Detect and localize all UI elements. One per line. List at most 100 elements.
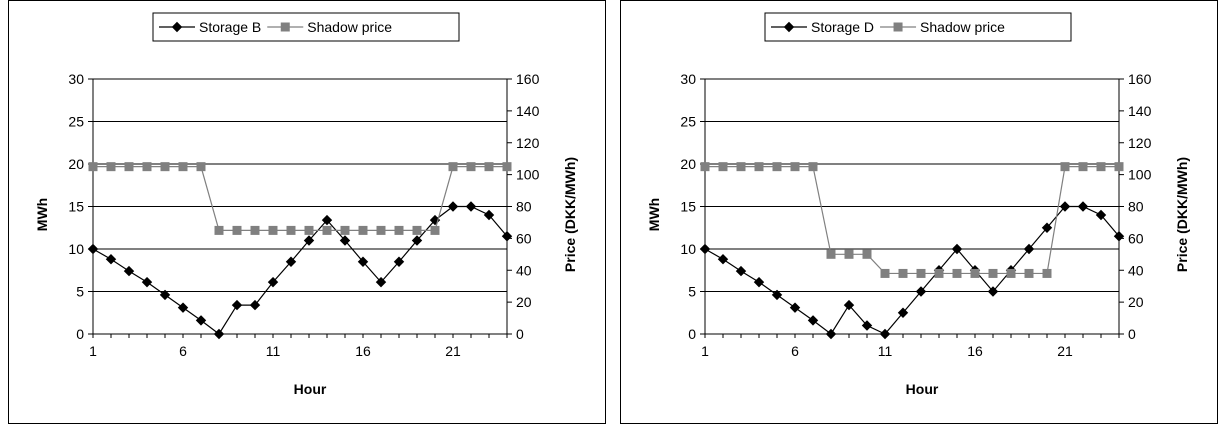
y2-tick-label: 60 xyxy=(516,230,532,246)
data-point xyxy=(988,268,998,278)
y2-tick-label: 120 xyxy=(516,135,540,151)
x-tick-label: 1 xyxy=(701,343,709,359)
x-tick-label: 21 xyxy=(445,343,461,359)
data-point xyxy=(124,162,134,172)
data-point xyxy=(358,225,368,235)
y-tick-label: 30 xyxy=(680,71,696,87)
data-point xyxy=(879,328,891,340)
data-point xyxy=(249,299,261,311)
y-tick-label: 15 xyxy=(680,199,696,215)
y2-tick-label: 20 xyxy=(1128,294,1144,310)
y-tick-label: 20 xyxy=(680,156,696,172)
y-axis-title: MWh xyxy=(646,198,662,231)
y2-tick-label: 60 xyxy=(1128,230,1144,246)
data-point xyxy=(466,162,476,172)
data-point xyxy=(1042,268,1052,278)
data-point xyxy=(1006,268,1016,278)
x-tick-label: 16 xyxy=(967,343,983,359)
data-point xyxy=(465,201,477,212)
y-tick-label: 25 xyxy=(680,114,696,130)
data-point xyxy=(789,302,801,313)
data-point xyxy=(141,276,153,288)
data-point xyxy=(447,201,459,212)
data-point xyxy=(790,162,800,172)
data-point xyxy=(87,243,99,255)
data-point xyxy=(483,209,495,221)
data-point xyxy=(951,243,963,255)
data-point xyxy=(772,162,782,172)
data-point xyxy=(862,249,872,259)
data-point xyxy=(339,235,351,246)
data-point xyxy=(231,299,243,311)
data-point xyxy=(285,256,297,267)
data-point xyxy=(214,225,224,235)
data-point xyxy=(970,268,980,278)
y2-tick-label: 160 xyxy=(516,71,540,87)
data-point xyxy=(736,162,746,172)
y-tick-label: 10 xyxy=(68,241,84,257)
data-point xyxy=(735,265,747,277)
y-tick-label: 15 xyxy=(68,199,84,215)
data-point xyxy=(195,315,207,326)
x-axis-title: Hour xyxy=(294,381,327,397)
y2-tick-label: 100 xyxy=(516,167,540,183)
data-point xyxy=(412,225,422,235)
data-point xyxy=(394,225,404,235)
data-point xyxy=(267,276,279,288)
data-point xyxy=(322,225,332,235)
data-point xyxy=(807,315,819,326)
data-point xyxy=(105,253,117,265)
data-point xyxy=(843,299,855,311)
series-line-1 xyxy=(705,166,1119,275)
data-point xyxy=(160,162,170,172)
data-point xyxy=(808,162,818,172)
legend-marker xyxy=(171,21,183,33)
legend-marker xyxy=(893,22,903,32)
data-point xyxy=(987,286,999,297)
data-point xyxy=(159,289,171,301)
data-point xyxy=(196,162,206,172)
y2-tick-label: 120 xyxy=(1128,135,1152,151)
data-point xyxy=(106,162,116,172)
legend-marker xyxy=(280,22,290,32)
data-point xyxy=(699,243,711,255)
data-point xyxy=(304,225,314,235)
data-point xyxy=(1077,201,1089,212)
data-point xyxy=(880,268,890,278)
legend-label: Shadow price xyxy=(307,19,392,35)
data-point xyxy=(286,225,296,235)
y2-axis-title: Price (DKK/MWh) xyxy=(1174,157,1190,272)
data-point xyxy=(1113,231,1125,242)
data-point xyxy=(825,328,837,340)
y-tick-label: 0 xyxy=(688,326,696,342)
legend-label: Storage B xyxy=(199,19,261,35)
y-tick-label: 5 xyxy=(688,284,696,300)
chart-panel-storage-b: 0 5 10 15 20 25 30 0 20 40 60 80 100 120 140 160 1 6 11 16 2… xyxy=(8,0,606,424)
y-tick-label: 10 xyxy=(680,241,696,257)
data-point xyxy=(340,225,350,235)
y2-axis-title: Price (DKK/MWh) xyxy=(562,157,578,272)
y2-tick-label: 0 xyxy=(516,326,524,342)
data-point xyxy=(177,302,189,313)
data-point xyxy=(934,268,944,278)
data-point xyxy=(303,235,315,246)
data-point xyxy=(1096,162,1106,172)
legend-label: Storage D xyxy=(811,19,874,35)
x-tick-label: 21 xyxy=(1057,343,1073,359)
y2-tick-label: 140 xyxy=(1128,103,1152,119)
data-point xyxy=(232,225,242,235)
data-point xyxy=(753,276,765,288)
data-point xyxy=(376,225,386,235)
series-line-1 xyxy=(93,166,507,232)
y2-tick-label: 80 xyxy=(1128,199,1144,215)
y-tick-label: 30 xyxy=(68,71,84,87)
data-point xyxy=(1024,268,1034,278)
y2-tick-label: 160 xyxy=(1128,71,1152,87)
data-point xyxy=(213,328,225,340)
chart-panel-storage-d: 0 5 10 15 20 25 30 0 20 40 60 80 100 120 140 160 1 6 11 16 2… xyxy=(620,0,1218,424)
x-tick-label: 1 xyxy=(89,343,97,359)
data-point xyxy=(717,253,729,265)
y-tick-label: 5 xyxy=(76,284,84,300)
data-point xyxy=(1060,162,1070,172)
